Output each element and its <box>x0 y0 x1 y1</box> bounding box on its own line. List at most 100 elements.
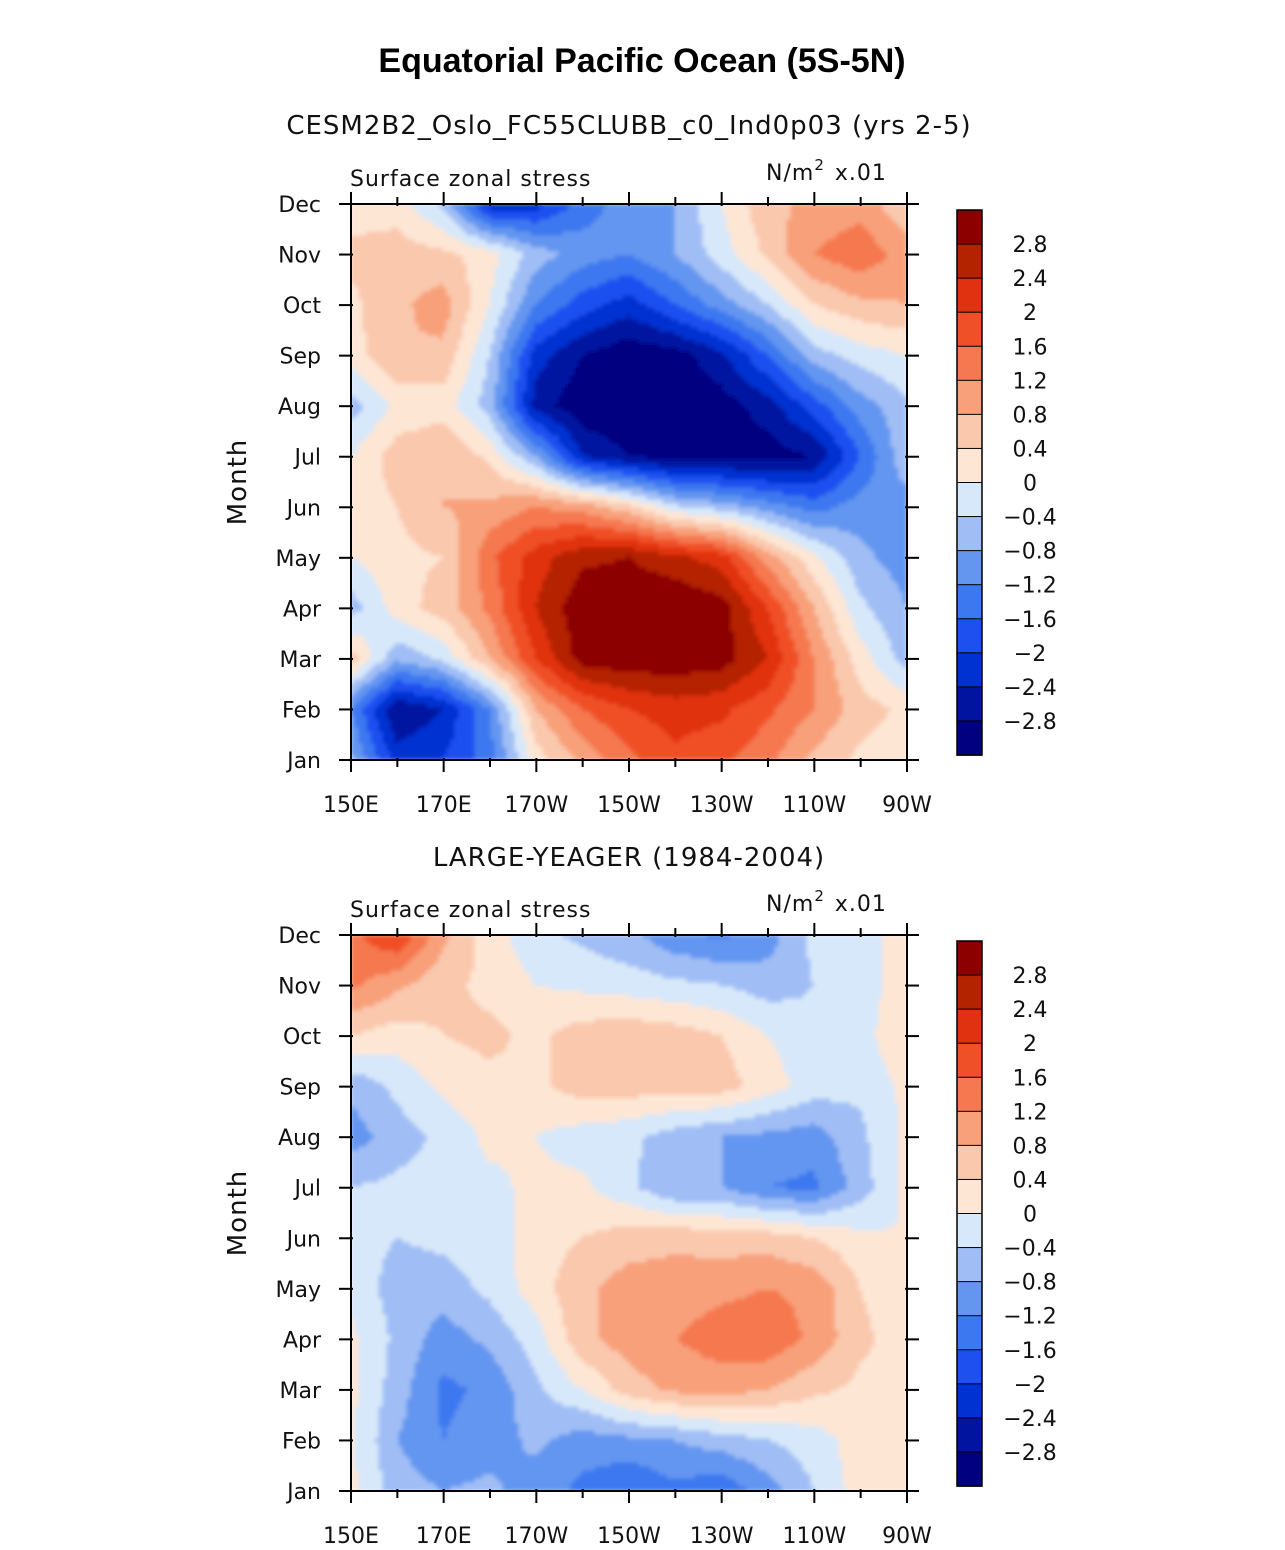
contour-cell <box>502 591 520 597</box>
contour-cell <box>798 603 816 609</box>
contour-cell <box>462 679 480 685</box>
contour-cell <box>566 275 620 281</box>
contour-cell <box>798 1338 836 1344</box>
colorbar-swatch <box>956 974 983 1010</box>
contour-cell <box>734 647 764 653</box>
contour-cell <box>378 1446 404 1452</box>
contour-cell <box>518 359 532 365</box>
contour-cell <box>782 407 808 413</box>
contour-cell <box>486 611 504 617</box>
colorbar-label: 2 <box>1023 301 1037 326</box>
contour-cell <box>710 958 764 964</box>
contour-cell <box>366 659 384 665</box>
contour-cell <box>774 1090 896 1096</box>
contour-cell <box>554 1126 676 1132</box>
contour-cell <box>466 671 484 677</box>
contour-cell <box>351 295 360 301</box>
contour-cell <box>566 615 732 621</box>
contour-cell <box>754 571 776 577</box>
contour-cell <box>802 1262 848 1268</box>
contour-cell <box>430 675 456 681</box>
contour-cell <box>870 1154 900 1160</box>
contour-cell <box>351 503 396 509</box>
contour-cell <box>351 435 368 441</box>
contour-cell <box>834 615 852 621</box>
contour-cell <box>742 675 776 681</box>
contour-cell <box>886 715 907 721</box>
contour-cell <box>351 207 416 213</box>
contour-cell <box>722 475 828 481</box>
contour-cell <box>858 363 907 369</box>
contour-cell <box>834 1314 872 1320</box>
contour-cell <box>378 587 424 593</box>
contour-cell <box>418 1070 552 1076</box>
contour-cell <box>474 743 496 749</box>
contour-cell <box>606 435 776 441</box>
contour-cell <box>610 1274 824 1280</box>
contour-cell <box>842 1462 907 1468</box>
contour-cell <box>658 1470 768 1476</box>
contour-cell <box>866 691 907 697</box>
contour-cell <box>351 731 360 737</box>
contour-cell <box>754 515 788 521</box>
contour-cell <box>494 659 512 665</box>
contour-cell <box>351 459 384 465</box>
contour-cell <box>522 443 536 449</box>
contour-cell <box>534 647 552 653</box>
contour-cell <box>806 935 884 940</box>
contour-cell <box>786 275 812 281</box>
contour-cell <box>546 627 568 633</box>
contour-cell <box>351 379 368 385</box>
contour-cell <box>351 982 364 988</box>
contour-cell <box>410 935 432 940</box>
contour-cell <box>426 331 444 337</box>
colorbar-swatch <box>956 584 983 620</box>
figure-title: Equatorial Pacific Ocean (5S-5N) <box>378 42 905 80</box>
contour-cell <box>351 1482 360 1488</box>
contour-cell <box>446 1426 520 1432</box>
colorbar-swatch <box>956 379 983 416</box>
contour-cell <box>898 587 907 593</box>
contour-cell <box>442 1374 448 1380</box>
contour-cell <box>518 603 536 609</box>
contour-cell <box>598 1330 684 1336</box>
colorbar-label: −0.4 <box>1003 506 1056 531</box>
contour-cell <box>666 295 700 301</box>
contour-cell <box>554 1158 640 1164</box>
colorbar-frame <box>956 940 983 1487</box>
contour-cell <box>510 695 520 701</box>
contour-cell <box>882 994 907 1000</box>
contour-cell <box>866 599 904 605</box>
contour-cell <box>358 1402 384 1408</box>
contour-cell <box>738 1070 788 1076</box>
contour-cell <box>370 431 404 437</box>
contour-cell <box>734 631 756 637</box>
contour-cell <box>598 1310 708 1316</box>
contour-cell <box>850 611 876 617</box>
contour-cell <box>386 1022 428 1028</box>
contour-cell <box>810 1482 844 1488</box>
contour-cell <box>806 954 884 960</box>
contour-cell <box>566 343 612 349</box>
contour-cell <box>534 343 568 349</box>
contour-cell <box>578 1238 820 1244</box>
contour-cell <box>726 223 756 229</box>
contour-cell <box>774 946 808 952</box>
contour-cell <box>438 1390 468 1396</box>
contour-cell <box>522 699 532 705</box>
contour-cell <box>618 339 640 345</box>
contour-cell <box>818 583 840 589</box>
contour-cell <box>842 479 872 485</box>
contour-cell <box>854 443 876 449</box>
contour-cell <box>494 275 516 281</box>
contour-cell <box>518 583 544 589</box>
contour-cell <box>378 723 392 729</box>
contour-cell <box>734 655 768 661</box>
contour-cell <box>358 599 384 605</box>
contour-cell <box>866 395 907 401</box>
contour-cell <box>351 1370 360 1376</box>
contour-cell <box>526 407 536 413</box>
contour-cell <box>351 443 360 449</box>
contour-cell <box>874 611 907 617</box>
contour-cell <box>446 942 476 948</box>
